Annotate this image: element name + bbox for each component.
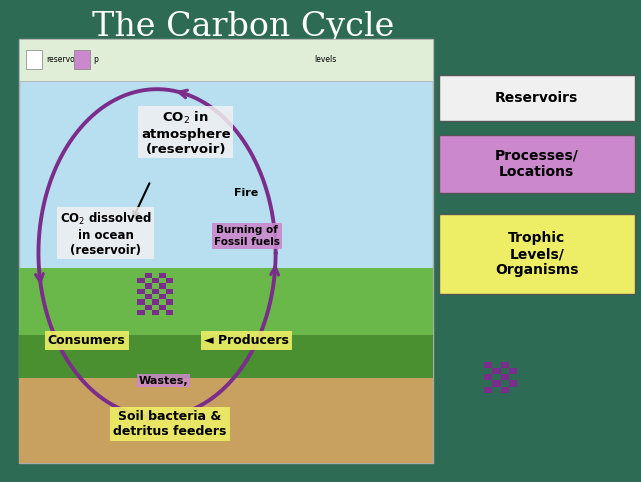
Text: Reservoirs: Reservoirs xyxy=(495,91,578,105)
FancyBboxPatch shape xyxy=(439,75,635,120)
FancyBboxPatch shape xyxy=(19,378,433,463)
FancyBboxPatch shape xyxy=(137,310,145,315)
FancyBboxPatch shape xyxy=(165,289,173,294)
FancyBboxPatch shape xyxy=(144,283,151,289)
FancyBboxPatch shape xyxy=(484,374,492,380)
FancyBboxPatch shape xyxy=(159,305,165,310)
FancyBboxPatch shape xyxy=(439,214,635,294)
FancyBboxPatch shape xyxy=(137,299,145,305)
FancyBboxPatch shape xyxy=(509,380,517,387)
FancyBboxPatch shape xyxy=(159,273,165,278)
Text: Burning of
Fossil fuels: Burning of Fossil fuels xyxy=(214,226,279,247)
FancyBboxPatch shape xyxy=(144,273,151,278)
FancyBboxPatch shape xyxy=(74,50,90,69)
Text: CO$_2$ dissolved
in ocean
(reservoir): CO$_2$ dissolved in ocean (reservoir) xyxy=(60,211,152,257)
FancyBboxPatch shape xyxy=(165,278,173,283)
Text: p: p xyxy=(93,55,98,64)
FancyBboxPatch shape xyxy=(144,305,151,310)
FancyBboxPatch shape xyxy=(165,299,173,305)
FancyBboxPatch shape xyxy=(484,387,492,393)
FancyBboxPatch shape xyxy=(151,310,159,315)
FancyBboxPatch shape xyxy=(151,299,159,305)
FancyBboxPatch shape xyxy=(492,368,501,374)
Text: CO$_2$ in
atmosphere
(reservoir): CO$_2$ in atmosphere (reservoir) xyxy=(141,109,231,156)
FancyBboxPatch shape xyxy=(19,39,433,463)
FancyBboxPatch shape xyxy=(19,39,433,81)
FancyBboxPatch shape xyxy=(137,278,145,283)
FancyBboxPatch shape xyxy=(165,310,173,315)
FancyBboxPatch shape xyxy=(501,387,509,393)
Text: The Carbon Cycle: The Carbon Cycle xyxy=(92,11,395,42)
FancyBboxPatch shape xyxy=(159,283,165,289)
Text: ◄ Producers: ◄ Producers xyxy=(204,335,288,347)
FancyBboxPatch shape xyxy=(439,135,635,193)
Text: levels: levels xyxy=(314,55,337,64)
FancyBboxPatch shape xyxy=(509,368,517,374)
FancyBboxPatch shape xyxy=(501,374,509,380)
FancyBboxPatch shape xyxy=(159,294,165,299)
FancyBboxPatch shape xyxy=(484,362,492,368)
Text: Fire: Fire xyxy=(234,188,258,198)
Text: Trophic
Levels/
Organisms: Trophic Levels/ Organisms xyxy=(495,231,579,278)
Text: Processes/
Locations: Processes/ Locations xyxy=(495,149,579,179)
FancyBboxPatch shape xyxy=(19,335,433,378)
FancyBboxPatch shape xyxy=(144,294,151,299)
FancyBboxPatch shape xyxy=(501,362,509,368)
Text: reservoir: reservoir xyxy=(46,55,80,64)
FancyBboxPatch shape xyxy=(19,268,433,344)
FancyBboxPatch shape xyxy=(151,278,159,283)
Text: Soil bacteria &
detritus feeders: Soil bacteria & detritus feeders xyxy=(113,410,226,438)
Text: Consumers: Consumers xyxy=(47,335,126,347)
FancyBboxPatch shape xyxy=(26,50,42,69)
Text: Wastes,: Wastes, xyxy=(138,376,188,386)
FancyBboxPatch shape xyxy=(151,289,159,294)
FancyBboxPatch shape xyxy=(492,380,501,387)
FancyBboxPatch shape xyxy=(137,289,145,294)
